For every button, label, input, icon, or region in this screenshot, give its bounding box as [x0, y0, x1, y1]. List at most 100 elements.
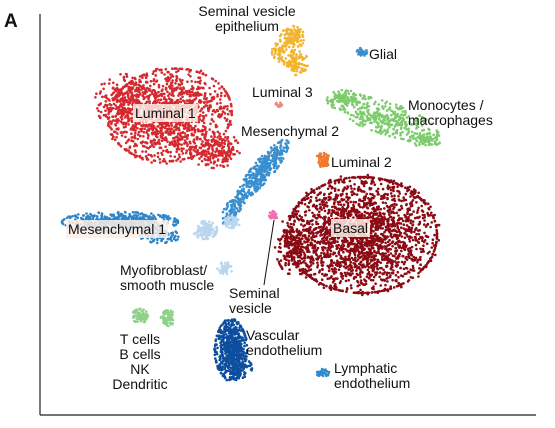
scatter-point [144, 76, 148, 79]
scatter-point [225, 202, 229, 206]
scatter-point [136, 127, 139, 130]
scatter-point [139, 84, 142, 88]
scatter-point [411, 238, 415, 242]
scatter-point [322, 236, 326, 239]
scatter-point [377, 103, 381, 106]
scatter-point [409, 135, 413, 139]
scatter-point [296, 45, 300, 48]
scatter-point [325, 201, 328, 204]
scatter-point [222, 110, 225, 114]
scatter-point [273, 164, 276, 167]
scatter-point [219, 98, 222, 101]
scatter-point [163, 138, 166, 142]
scatter-point [213, 133, 216, 136]
scatter-point [219, 164, 222, 167]
scatter-point [134, 151, 137, 154]
scatter-point [123, 106, 126, 110]
scatter-point [333, 106, 337, 110]
scatter-point [152, 78, 156, 81]
cluster-points-seminal-vesicle-epithelium [270, 24, 310, 77]
scatter-point [250, 184, 253, 188]
scatter-point [122, 103, 125, 106]
scatter-point [301, 42, 305, 45]
scatter-point [124, 121, 128, 125]
scatter-point [154, 74, 158, 77]
scatter-point [105, 115, 108, 119]
scatter-point [409, 219, 413, 222]
scatter-point [177, 137, 181, 141]
scatter-point [122, 109, 125, 113]
scatter-point [370, 196, 374, 200]
scatter-point [415, 132, 419, 135]
scatter-point [286, 147, 290, 150]
scatter-point [239, 204, 243, 208]
scatter-point [354, 200, 358, 204]
scatter-point [199, 79, 202, 82]
scatter-point [145, 141, 149, 145]
scatter-point [225, 207, 229, 210]
scatter-point [142, 130, 146, 134]
scatter-point [342, 203, 346, 207]
scatter-point [230, 200, 233, 204]
scatter-point [156, 125, 159, 128]
scatter-point [111, 115, 114, 118]
scatter-point [224, 129, 228, 133]
scatter-point [173, 126, 176, 129]
scatter-point [381, 187, 385, 191]
scatter-point [165, 130, 169, 133]
scatter-point [228, 155, 231, 158]
scatter-point [203, 157, 206, 161]
scatter-point [296, 66, 299, 69]
scatter-point [276, 150, 280, 153]
scatter-point [159, 146, 163, 150]
scatter-point [364, 216, 368, 220]
scatter-point [133, 136, 137, 140]
scatter-point [141, 150, 144, 153]
scatter-point [169, 101, 172, 105]
scatter-point [263, 182, 266, 185]
scatter-point [337, 268, 341, 272]
scatter-point [368, 262, 371, 265]
scatter-point [411, 276, 415, 280]
scatter-point [393, 136, 397, 139]
scatter-point [218, 113, 221, 116]
scatter-point [311, 204, 315, 208]
scatter-point [198, 157, 201, 160]
scatter-point [433, 233, 436, 237]
scatter-point [322, 283, 326, 287]
scatter-point [359, 94, 363, 97]
scatter-point [317, 160, 321, 163]
scatter-point [195, 153, 199, 157]
scatter-point [216, 95, 219, 98]
scatter-point [241, 200, 245, 203]
scatter-point [302, 39, 306, 42]
scatter-point [274, 148, 277, 151]
scatter-point [242, 178, 246, 181]
scatter-point [279, 146, 282, 149]
scatter-point [391, 244, 394, 248]
scatter-point [107, 107, 110, 111]
scatter-point [274, 102, 278, 106]
scatter-point [189, 156, 192, 160]
scatter-point [425, 132, 429, 136]
scatter-point [149, 145, 152, 148]
scatter-point [369, 231, 373, 235]
scatter-point [199, 137, 202, 141]
scatter-point [392, 132, 395, 135]
scatter-point [286, 221, 289, 225]
scatter-point [430, 246, 434, 249]
scatter-point [349, 247, 353, 251]
scatter-point [419, 139, 423, 143]
scatter-point [182, 87, 186, 90]
scatter-point [108, 120, 111, 123]
scatter-point [410, 130, 414, 134]
scatter-point [214, 139, 218, 143]
scatter-point [398, 106, 402, 109]
scatter-point [165, 148, 169, 152]
scatter-point [329, 99, 332, 102]
scatter-point [321, 248, 324, 251]
scatter-point [316, 261, 319, 265]
scatter-point [409, 268, 412, 271]
scatter-point [298, 43, 302, 46]
